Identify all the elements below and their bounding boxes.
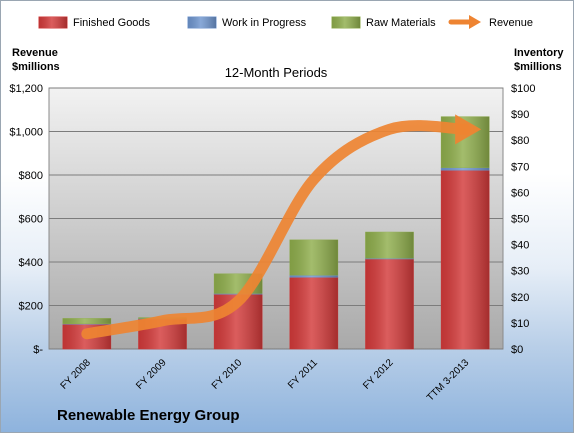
right-axis-title: Inventory $millions [514, 46, 564, 74]
legend-label: Revenue [489, 17, 533, 29]
left-tick-label: $1,200 [9, 83, 43, 95]
bar-work-in-progress-shading [289, 275, 338, 278]
x-tick-label: FY 2010 [210, 357, 245, 392]
bar-raw-materials-shading [365, 232, 414, 259]
left-tick-label: $800 [19, 170, 43, 182]
x-tick-label: TTM 3-2013 [425, 357, 472, 404]
bar-raw-materials-shading [289, 239, 338, 276]
left-tick-label: $600 [19, 214, 43, 226]
right-tick-label: $50 [511, 214, 529, 226]
bars [62, 116, 490, 350]
bar-finished-goods-shading [441, 170, 490, 349]
x-tick-label: FY 2012 [361, 357, 396, 392]
x-tick-label: FY 2011 [286, 357, 320, 391]
right-tick-label: $20 [511, 292, 529, 304]
bar-work-in-progress-shading [441, 167, 490, 171]
x-axis-ticks: FY 2008 FY 2009 FY 2010 FY 2011 FY 2012 TTM 3… [59, 357, 472, 404]
right-tick-label: $10 [511, 318, 529, 330]
left-axis-title-line2: $millions [12, 61, 60, 73]
right-tick-label: $60 [511, 187, 529, 199]
chart-subtitle: 12-Month Periods [225, 65, 328, 80]
company-name: Renewable Energy Group [57, 407, 240, 424]
revenue-arrowhead [455, 114, 482, 145]
legend-arrowhead-revenue [469, 15, 481, 29]
right-tick-label: $90 [511, 109, 529, 121]
bar-raw-materials-shading [62, 318, 111, 324]
gridlines [49, 87, 503, 350]
legend-swatch-shading [332, 17, 360, 28]
bar-work-in-progress-shading [365, 258, 414, 259]
left-tick-label: $400 [19, 257, 43, 269]
legend-swatch-shading [188, 17, 216, 28]
bar-finished-goods-shading [289, 277, 338, 349]
right-tick-label: $40 [511, 240, 529, 252]
right-tick-label: $30 [511, 266, 529, 278]
legend-swatch-shading [39, 17, 67, 28]
right-tick-label: $100 [511, 83, 535, 95]
right-axis-title-line2: $millions [514, 61, 562, 73]
right-axis-ticks: $0 $10 $20 $30 $40 $50 $60 $70 $80 $90 $100 [511, 83, 535, 356]
right-axis-title-line1: Inventory [514, 47, 564, 59]
revenue-curve [81, 120, 471, 340]
right-tick-label: $70 [511, 161, 529, 173]
left-tick-label: $1,000 [9, 127, 43, 139]
revenue-line [81, 114, 482, 340]
left-tick-label: $200 [19, 301, 43, 313]
right-tick-label: $0 [511, 344, 523, 356]
x-tick-label: FY 2009 [134, 357, 169, 392]
bar-finished-goods-shading [365, 258, 414, 349]
legend-label: Work in Progress [222, 17, 307, 29]
x-tick-label: FY 2008 [59, 357, 94, 392]
legend-label: Finished Goods [73, 17, 151, 29]
left-axis-title: Revenue $millions [12, 46, 60, 74]
left-tick-label: $- [33, 344, 43, 356]
legend: Finished Goods Work in Progress Raw Materi… [38, 15, 533, 29]
legend-label: Raw Materials [366, 17, 436, 29]
left-axis-title-line1: Revenue [12, 47, 58, 59]
right-tick-label: $80 [511, 135, 529, 147]
left-axis-ticks: $- $200 $400 $600 $800 $1,000 $1,200 [9, 83, 43, 356]
